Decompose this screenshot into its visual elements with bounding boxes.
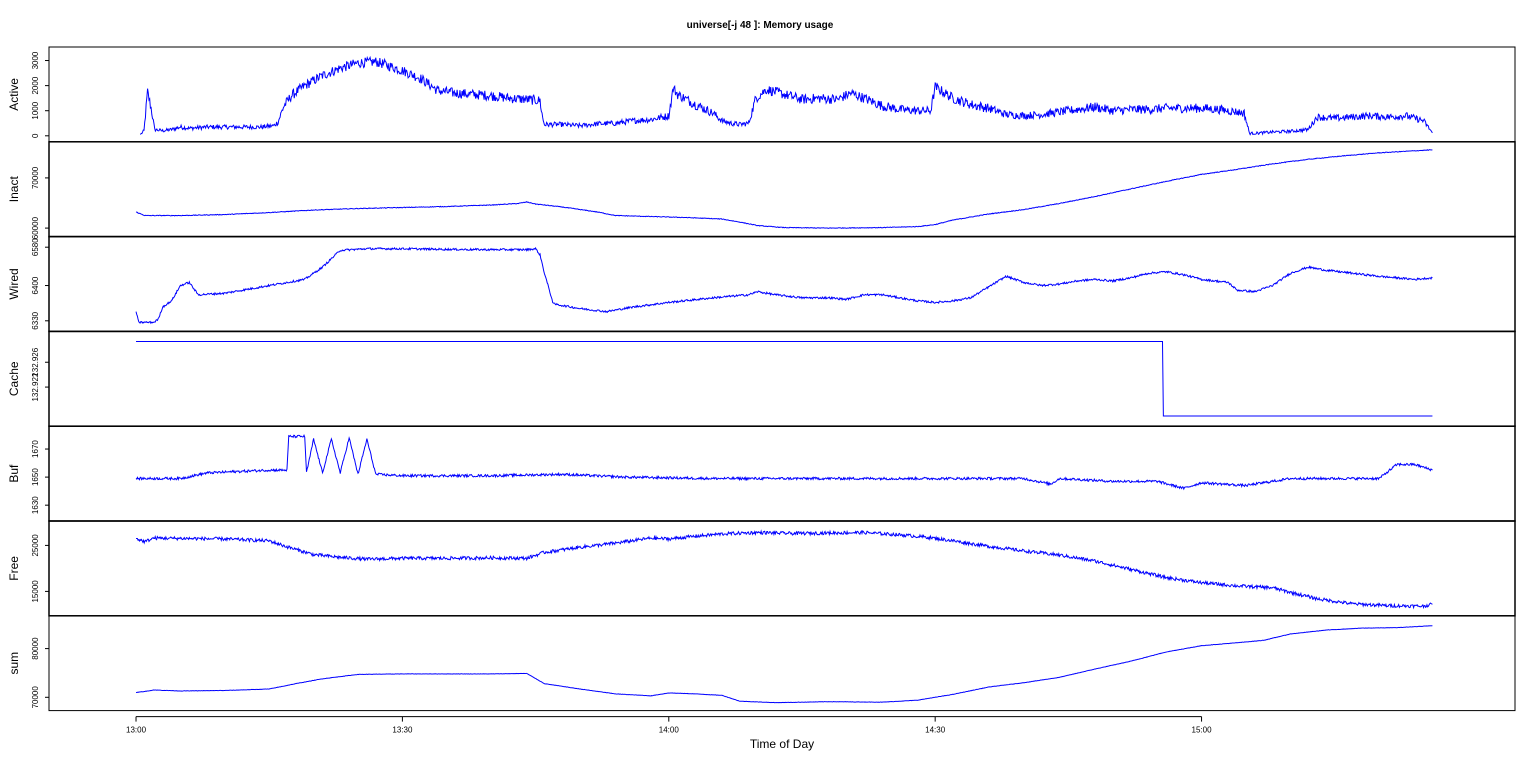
y-tick-label: 2000: [31, 76, 40, 94]
y-tick-label: 6580: [31, 238, 40, 256]
panel-frame: [48, 520, 1516, 617]
y-tick-label: 25000: [31, 534, 40, 557]
y-axis-label: Wired: [7, 268, 21, 299]
x-axis: 13:00 13:30 14:00 14:30 15:00: [126, 716, 1213, 735]
y-tick-label: 70000: [31, 166, 40, 189]
panel-frame: [48, 615, 1516, 712]
x-tick-label: 13:30: [392, 726, 413, 735]
x-tick-label: 14:00: [659, 726, 680, 735]
series-line-buf: [135, 434, 1433, 491]
y-tick-label: 1650: [31, 468, 40, 486]
chart-panels: Active 0 1000 2000 3000 Inact 60000 70000 Wired 6…: [7, 46, 1516, 712]
panel-frame: [48, 330, 1516, 427]
chart-title: universe[-j 48 ]: Memory usage: [687, 20, 834, 31]
x-tick-label: 15:00: [1192, 726, 1213, 735]
y-tick-label: 1000: [31, 101, 40, 119]
y-tick-label: 0: [31, 133, 40, 138]
panel-free: Free 15000 25000: [7, 520, 1516, 617]
panel-sum: sum 70000 80000: [7, 615, 1516, 712]
y-axis-label: Free: [7, 556, 21, 581]
panel-inact: Inact 60000 70000: [7, 141, 1516, 239]
series-line-wired: [135, 246, 1433, 325]
x-tick-label: 14:30: [925, 726, 946, 735]
y-tick-label: 3000: [31, 51, 40, 69]
series-line-active: [140, 55, 1433, 136]
y-axis-label: Buf: [7, 464, 21, 483]
series-line-sum: [135, 625, 1433, 704]
y-tick-label: 6400: [31, 276, 40, 294]
y-tick-label: 70000: [31, 686, 40, 709]
y-axis-label: Active: [7, 78, 21, 111]
series-line-free: [136, 529, 1433, 610]
y-tick-label: 1630: [31, 496, 40, 514]
x-tick-label: 13:00: [126, 726, 147, 735]
panel-active: Active 0 1000 2000 3000: [7, 46, 1516, 143]
panel-buf: Buf 1630 1650 1670: [7, 425, 1516, 522]
y-tick-label: 132.926: [31, 347, 40, 376]
panel-wired: Wired 6330 6400 6580: [7, 235, 1516, 333]
series-line-inact: [135, 149, 1433, 229]
panel-frame: [48, 425, 1516, 522]
y-axis-label: Inact: [7, 176, 21, 203]
panel-frame: [48, 141, 1516, 238]
y-tick-label: 80000: [31, 637, 40, 660]
x-axis-label: Time of Day: [750, 737, 814, 751]
series-line-cache: [136, 341, 1433, 417]
panel-frame: [48, 235, 1516, 333]
y-tick-label: 132.922: [31, 372, 40, 401]
y-axis-label: sum: [7, 652, 21, 675]
y-tick-label: 15000: [31, 580, 40, 603]
y-tick-label: 1670: [31, 440, 40, 458]
y-axis-label: Cache: [7, 361, 21, 396]
y-tick-label: 60000: [31, 216, 40, 239]
y-tick-label: 6330: [31, 311, 40, 329]
